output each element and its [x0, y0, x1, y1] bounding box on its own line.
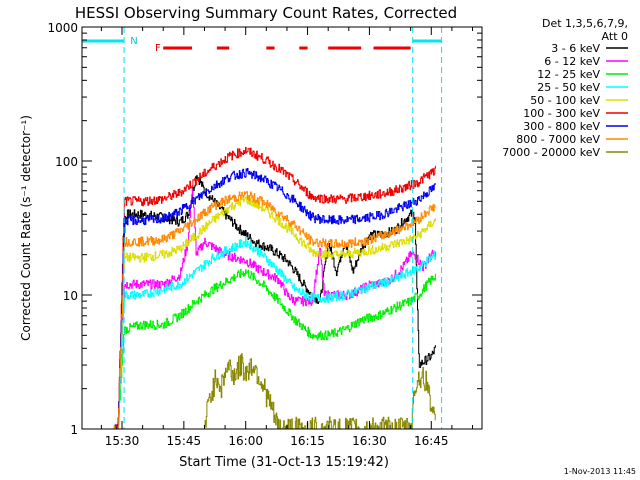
y-axis-label: Corrected Count Rate (s⁻¹ detector⁻¹) [19, 115, 33, 341]
legend-label-9: 7000 - 20000 keV [502, 146, 600, 159]
series-group [113, 147, 436, 430]
series-8-line [113, 191, 436, 430]
chart-title: HESSI Observing Summary Count Rates, Cor… [75, 4, 457, 22]
x-tick-label-4: 16:15 [290, 434, 325, 448]
y-tick-label-2: 10 [63, 289, 78, 303]
legend-header-line-1: Det 1,3,5,6,7,9, [542, 17, 628, 30]
y-tick-label-1: 1 [70, 423, 78, 437]
plot-frame [81, 26, 483, 430]
series-6-line [113, 147, 436, 430]
x-tick-label-6: 16:45 [414, 434, 449, 448]
footer-date: 1-Nov-2013 11:45 [564, 467, 636, 476]
legend-label-2: 6 - 12 keV [544, 55, 600, 68]
series-3-line [113, 268, 436, 430]
y-tick-label-4: 1000 [47, 21, 78, 35]
series-5-line [113, 195, 436, 430]
flag-label-n: N [130, 36, 137, 47]
axis-ticks: 15:30 15:45 16:00 16:15 16:30 16:45 1 10 100 1000 [47, 21, 482, 448]
series-4-line [113, 236, 436, 430]
legend-label-1: 3 - 6 keV [551, 42, 600, 55]
x-tick-label-2: 15:45 [167, 434, 202, 448]
flags-group: NF [82, 27, 443, 429]
x-tick-label-5: 16:30 [352, 434, 387, 448]
legend-label-7: 300 - 800 keV [523, 120, 600, 133]
legend-header-line-2: Att 0 [602, 30, 628, 43]
series-9-line [204, 353, 436, 430]
legend-label-5: 50 - 100 keV [530, 94, 600, 107]
series-7-line [113, 168, 436, 430]
legend-label-6: 100 - 300 keV [523, 107, 600, 120]
y-tick-label-3: 100 [55, 155, 78, 169]
flag-label-f: F [155, 43, 161, 54]
x-tick-label-3: 16:00 [228, 434, 263, 448]
legend-label-8: 800 - 7000 keV [516, 133, 600, 146]
legend-label-4: 25 - 50 keV [537, 81, 600, 94]
x-axis-label: Start Time (31-Oct-13 15:19:42) [179, 455, 389, 470]
x-tick-label-1: 15:30 [105, 434, 140, 448]
legend-label-3: 12 - 25 keV [537, 68, 600, 81]
